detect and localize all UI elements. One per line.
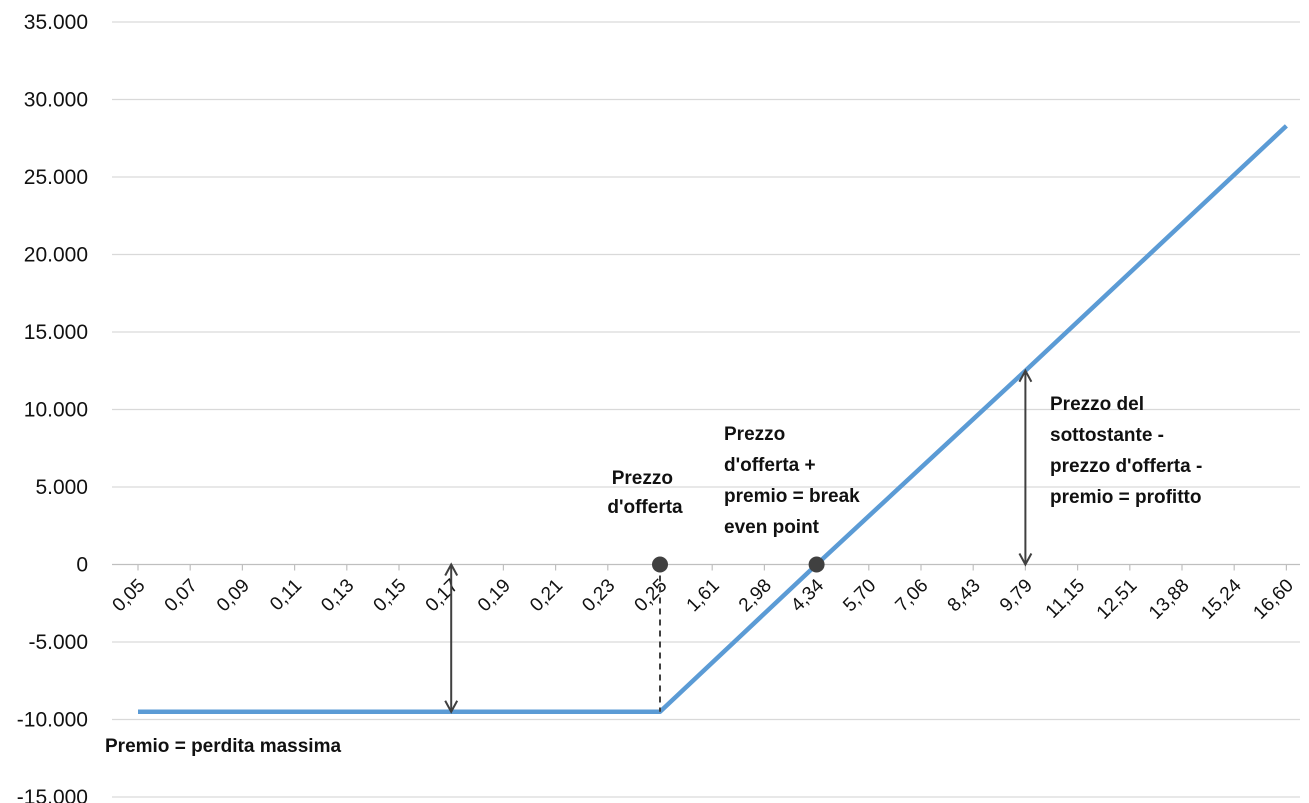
- y-tick-label: 20.000: [24, 244, 88, 267]
- y-tick-label: 25.000: [24, 166, 88, 189]
- annotation-profit-line-1: Prezzo del: [1050, 394, 1144, 415]
- y-tick-label: 30.000: [24, 89, 88, 112]
- y-tick-label: -10.000: [17, 709, 88, 732]
- annotation-layer: Prezzo d'offerta Prezzo d'offerta + prem…: [105, 394, 1208, 757]
- annotation-breakeven-line-3: premio = break: [724, 486, 860, 507]
- annotation-strike-line-2: d'offerta: [607, 497, 683, 518]
- x-tick-label: 0,25: [631, 575, 672, 616]
- premium-arrow: [444, 562, 459, 714]
- x-tick-label: 9,79: [996, 575, 1037, 616]
- breakeven-marker: [808, 556, 825, 573]
- x-tick-label: 0,23: [578, 575, 619, 616]
- annotation-profit: Prezzo del sottostante - prezzo d'offert…: [1050, 394, 1208, 508]
- y-axis-ticks: 35.000 30.000 25.000 20.000 15.000 10.000 5.00…: [17, 11, 88, 803]
- strike-price-marker: [652, 556, 668, 573]
- x-axis-ticks: 0,05 0,07 0,09 0,11 0,13 0,15 0,17 0,19 0,21 0,23…: [109, 564, 1298, 624]
- x-tick-label: 0,07: [161, 575, 202, 616]
- x-tick-label: 0,09: [213, 575, 254, 616]
- x-tick-label: 0,13: [317, 575, 358, 616]
- annotation-strike-line-1: Prezzo: [612, 468, 673, 489]
- x-tick-label: 4,34: [787, 575, 828, 616]
- profit-arrow: [1018, 368, 1033, 567]
- annotation-breakeven-line-2: d'offerta +: [724, 455, 816, 476]
- annotation-profit-line-2: sottostante -: [1050, 425, 1164, 446]
- x-tick-label: 0,05: [109, 575, 150, 616]
- x-tick-label: 12,51: [1093, 575, 1141, 623]
- annotation-strike: Prezzo d'offerta: [607, 468, 683, 518]
- annotation-breakeven: Prezzo d'offerta + premio = break even p…: [724, 424, 865, 538]
- y-tick-label: -5.000: [28, 631, 88, 654]
- x-tick-label: 16,60: [1249, 575, 1297, 623]
- annotation-profit-line-3: prezzo d'offerta -: [1050, 456, 1202, 477]
- x-tick-label: 0,11: [266, 575, 306, 615]
- annotation-breakeven-line-4: even point: [724, 517, 820, 538]
- annotation-premium: Premio = perdita massima: [105, 736, 341, 757]
- x-tick-label: 8,43: [944, 575, 985, 616]
- y-tick-label: 35.000: [24, 11, 88, 34]
- x-tick-label: 11,15: [1042, 575, 1089, 622]
- series-layer: [138, 124, 1288, 714]
- y-tick-label: 15.000: [24, 321, 88, 344]
- y-tick-label: 0: [76, 554, 88, 577]
- x-tick-label: 13,88: [1145, 575, 1193, 623]
- gridlines: [112, 21, 1300, 798]
- x-tick-label: 15,24: [1197, 575, 1246, 624]
- x-tick-label: 0,17: [422, 575, 463, 616]
- y-tick-label: 10.000: [24, 399, 88, 422]
- payoff-line: [138, 124, 1288, 714]
- x-tick-label: 0,21: [526, 575, 567, 616]
- annotation-profit-line-4: premio = profitto: [1050, 487, 1201, 508]
- annotation-breakeven-line-1: Prezzo: [724, 424, 785, 445]
- x-tick-label: 5,70: [839, 575, 880, 616]
- x-tick-label: 0,19: [474, 575, 515, 616]
- y-tick-label: -15.000: [17, 786, 88, 803]
- x-tick-label: 7,06: [892, 575, 933, 616]
- x-tick-label: 1,61: [683, 575, 724, 616]
- x-tick-label: 0,15: [370, 575, 411, 616]
- y-tick-label: 5.000: [35, 476, 88, 499]
